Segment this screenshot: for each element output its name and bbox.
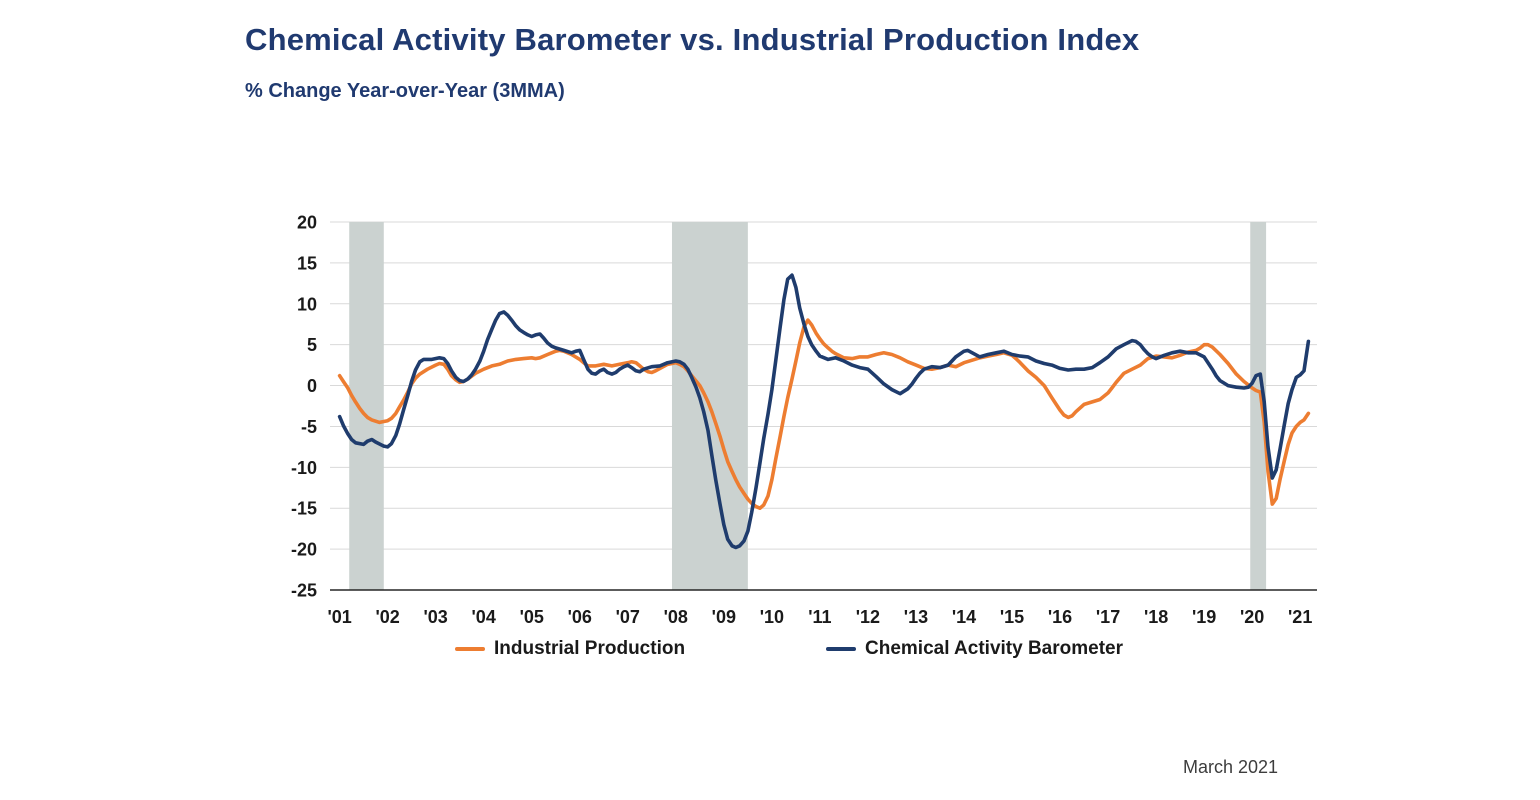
x-tick-label: '15	[1000, 607, 1024, 627]
footer-date: March 2021	[1183, 757, 1279, 777]
x-tick-label: '20	[1240, 607, 1264, 627]
x-tick-label: '16	[1048, 607, 1072, 627]
page-subtitle: % Change Year-over-Year (3MMA)	[245, 80, 565, 102]
y-tick-label: 10	[297, 294, 317, 314]
recession-band	[1250, 222, 1267, 590]
x-tick-label: '05	[520, 607, 544, 627]
y-tick-label: -15	[291, 499, 317, 519]
x-tick-label: '11	[808, 607, 831, 627]
legend-label-chemical-activity-barometer: Chemical Activity Barometer	[865, 638, 1124, 659]
x-tick-label: '04	[472, 607, 496, 627]
y-tick-label: -20	[291, 540, 317, 560]
y-tick-label: 5	[307, 335, 317, 355]
legend-item-industrial-production: Industrial Production	[455, 638, 685, 660]
x-tick-label: '01	[327, 607, 351, 627]
legend-label-industrial-production: Industrial Production	[494, 638, 686, 659]
x-tick-label: '14	[952, 607, 976, 627]
y-tick-label: 0	[307, 376, 317, 396]
x-tick-label: '09	[712, 607, 736, 627]
chemical-activity-barometer-line-swatch	[826, 647, 856, 651]
y-tick-label: -10	[291, 458, 317, 478]
x-tick-label: '06	[568, 607, 592, 627]
x-tick-label: '18	[1144, 607, 1168, 627]
y-tick-label: 15	[297, 253, 317, 273]
x-tick-label: '13	[904, 607, 928, 627]
x-tick-label: '19	[1192, 607, 1216, 627]
x-tick-label: '08	[664, 607, 688, 627]
x-tick-label: '07	[616, 607, 640, 627]
x-tick-label: '02	[375, 607, 399, 627]
y-tick-label: -25	[291, 581, 317, 601]
x-tick-label: '12	[856, 607, 880, 627]
y-tick-label: -5	[301, 417, 317, 437]
x-tick-label: '03	[424, 607, 448, 627]
x-tick-label: '17	[1096, 607, 1120, 627]
series-line-chemical-activity-barometer	[337, 273, 1311, 550]
recession-band	[349, 222, 384, 590]
x-tick-label: '10	[760, 607, 784, 627]
x-tick-label: '21	[1288, 607, 1312, 627]
industrial-production-line-swatch	[455, 647, 485, 651]
y-tick-label: 20	[297, 213, 317, 233]
page-title: Chemical Activity Barometer vs. Industri…	[245, 22, 1140, 57]
legend-item-chemical-activity-barometer: Chemical Activity Barometer	[826, 638, 1123, 660]
